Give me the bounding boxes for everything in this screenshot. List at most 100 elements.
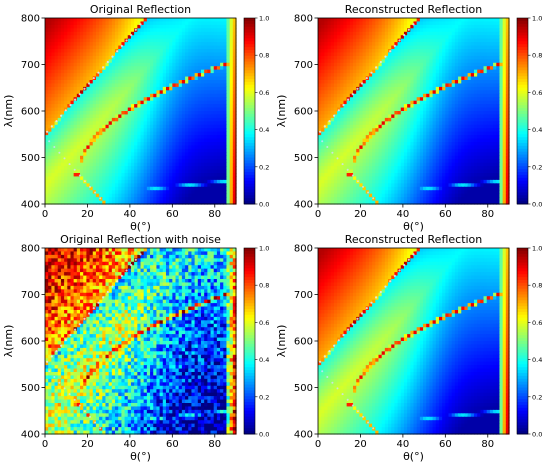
heatmap-cell: [220, 59, 224, 64]
heatmap-cell: [51, 169, 56, 174]
heatmap-cell: [403, 90, 408, 95]
heatmap-cell: [64, 176, 68, 181]
heatmap-cell: [229, 93, 234, 98]
heatmap-cell: [343, 49, 348, 54]
heatmap-cell: [178, 200, 183, 205]
heatmap-cell: [121, 124, 126, 129]
heatmap-cell: [92, 166, 97, 171]
heatmap-cell: [140, 183, 145, 188]
heatmap-cell: [146, 18, 151, 23]
heatmap-cell: [156, 83, 161, 88]
heatmap-cell: [45, 38, 49, 43]
heatmap-cell: [70, 142, 75, 147]
heatmap-cell: [400, 73, 405, 78]
heatmap-cell: [483, 42, 488, 47]
heatmap-cell: [48, 193, 52, 198]
heatmap-cell: [51, 42, 56, 47]
heatmap-cell: [181, 86, 186, 91]
colorbar-segment: [244, 137, 255, 141]
heatmap-cell: [223, 18, 228, 23]
heatmap-cell: [159, 114, 164, 119]
heatmap-cell: [407, 18, 411, 23]
heatmap-cell: [343, 69, 348, 74]
y-tick-label: 700: [21, 60, 40, 71]
heatmap-cell: [140, 142, 145, 147]
heatmap-cell: [89, 104, 94, 109]
heatmap-cell: [83, 176, 87, 181]
heatmap-cell: [108, 197, 113, 202]
heatmap-cell: [172, 114, 177, 119]
heatmap-cell: [45, 59, 49, 64]
heatmap-cell: [156, 193, 161, 198]
heatmap-cell: [162, 142, 167, 147]
heatmap-cell: [318, 35, 322, 40]
heatmap-cell: [143, 176, 148, 181]
heatmap-cell: [213, 200, 218, 205]
heatmap-cell: [127, 86, 132, 91]
heatmap-cell: [223, 69, 228, 74]
heatmap-cell: [232, 190, 237, 195]
heatmap-cell: [327, 35, 332, 40]
heatmap-cell: [153, 76, 158, 81]
heatmap-cell: [73, 121, 78, 126]
heatmap-cell: [102, 138, 107, 143]
heatmap-cell: [435, 21, 440, 26]
heatmap-cell: [207, 28, 212, 33]
heatmap-cell: [162, 179, 167, 184]
heatmap-cell: [165, 100, 170, 105]
heatmap-cell: [185, 62, 189, 67]
heatmap-cell: [416, 66, 421, 71]
heatmap-cell: [368, 42, 373, 47]
heatmap-cell: [191, 128, 196, 133]
heatmap-cell: [70, 186, 75, 191]
heatmap-cell: [134, 138, 138, 143]
heatmap-cell: [57, 138, 62, 143]
heatmap-cell: [368, 35, 373, 40]
heatmap-cell: [458, 104, 462, 109]
heatmap-cell: [175, 179, 180, 184]
heatmap-cell: [213, 173, 218, 178]
heatmap-cell: [200, 18, 205, 23]
heatmap-cell: [124, 35, 129, 40]
heatmap-cell: [67, 200, 72, 205]
heatmap-cell: [194, 42, 199, 47]
heatmap-cell: [368, 107, 373, 112]
heatmap-cell: [318, 76, 322, 81]
heatmap-cell: [118, 162, 122, 167]
heatmap-cell: [89, 86, 94, 91]
heatmap-cell: [121, 173, 126, 178]
heatmap-cell: [115, 183, 119, 188]
heatmap-cell: [454, 49, 459, 54]
heatmap-cell: [333, 18, 338, 23]
heatmap-cell: [483, 104, 488, 109]
heatmap-cell: [165, 69, 170, 74]
heatmap-cell: [70, 73, 75, 78]
heatmap-cell: [353, 83, 357, 88]
heatmap-cell: [477, 49, 481, 54]
heatmap-cell: [64, 117, 68, 122]
heatmap-cell: [505, 21, 510, 26]
heatmap-cell: [327, 90, 332, 95]
heatmap-cell: [86, 183, 91, 188]
heatmap-cell: [54, 166, 59, 171]
heatmap-cell: [451, 107, 456, 112]
heatmap-cell: [76, 114, 81, 119]
heatmap-cell: [403, 28, 408, 33]
heatmap-cell: [480, 69, 485, 74]
heatmap-cell: [172, 104, 177, 109]
heatmap-cell: [470, 66, 475, 71]
heatmap-cell: [467, 45, 472, 50]
heatmap-cell: [86, 69, 91, 74]
heatmap-cell: [204, 145, 208, 150]
heatmap-cell: [70, 21, 75, 26]
heatmap-cell: [419, 73, 424, 78]
heatmap-cell: [108, 42, 113, 47]
heatmap-cell: [438, 18, 443, 23]
heatmap-cell: [102, 152, 107, 157]
heatmap-cell: [73, 166, 78, 171]
heatmap-cell: [175, 24, 180, 29]
heatmap-cell: [153, 183, 158, 188]
heatmap-cell: [86, 90, 91, 95]
heatmap-cell: [223, 148, 228, 153]
heatmap-cell: [229, 197, 234, 202]
